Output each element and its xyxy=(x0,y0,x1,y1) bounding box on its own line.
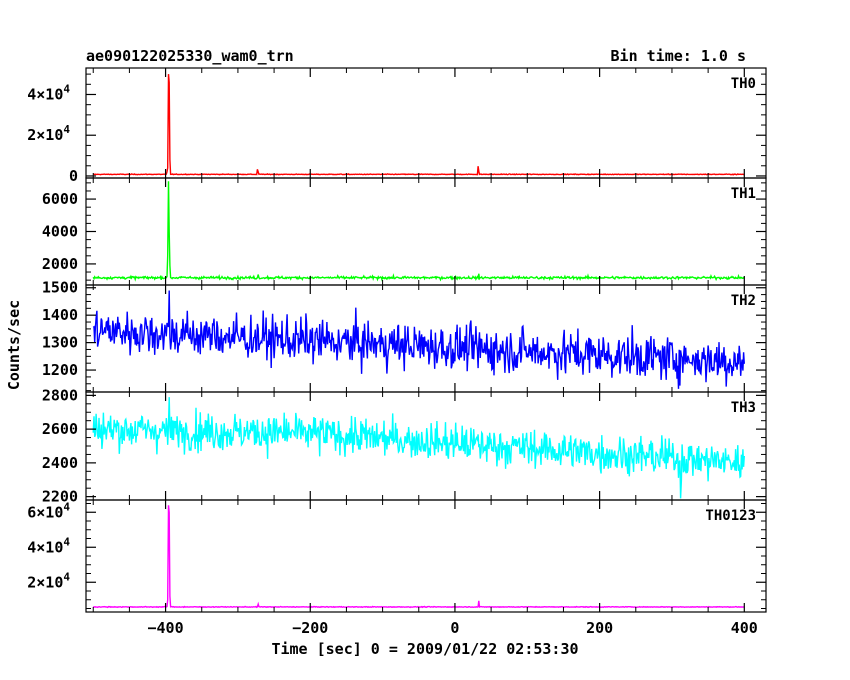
panel-label-th0123: TH0123 xyxy=(705,508,756,524)
y-tick-label: 4×104 xyxy=(27,535,70,556)
x-tick-label: 0 xyxy=(450,619,459,637)
y-tick-label: 4×104 xyxy=(27,82,70,103)
y-tick-label: 1500 xyxy=(42,279,78,297)
x-tick-label: 400 xyxy=(731,619,758,637)
plot-title: ae090122025330_wam0_trn xyxy=(86,47,294,65)
y-tick-label: 2×104 xyxy=(27,570,70,591)
lightcurve-th1 xyxy=(92,181,745,282)
y-tick-label: 2600 xyxy=(42,420,78,438)
y-tick-label: 6×104 xyxy=(27,500,70,521)
panel-frame-th2 xyxy=(85,284,767,393)
y-axis-title: Counts/sec xyxy=(5,300,23,390)
y-tick-label: 2400 xyxy=(42,454,78,472)
y-tick-label: 2200 xyxy=(42,488,78,506)
y-tick-label: 2000 xyxy=(42,255,78,273)
x-axis-title: Time [sec] 0 = 2009/01/22 02:53:30 xyxy=(271,640,578,658)
panel-label-th3: TH3 xyxy=(731,400,756,416)
panel-frame-th1 xyxy=(85,177,767,286)
y-tick-label: 2800 xyxy=(42,386,78,404)
lightcurve-th2 xyxy=(92,290,745,389)
y-tick-label: 2×104 xyxy=(27,123,70,144)
panel-label-th0: TH0 xyxy=(731,76,756,92)
lightcurve-th0123 xyxy=(92,505,745,609)
x-tick-label: 200 xyxy=(586,619,613,637)
y-tick-label: 1300 xyxy=(42,334,78,352)
panel-frame-th0123 xyxy=(85,499,767,613)
panels-group: TH002×1044×104TH1200040006000TH212001300… xyxy=(27,67,767,637)
panel-label-th2: TH2 xyxy=(731,293,756,309)
panel-label-th1: TH1 xyxy=(731,186,756,202)
y-tick-label: 4000 xyxy=(42,223,78,241)
panel-frame-th0 xyxy=(85,67,767,179)
x-tick-label: −200 xyxy=(292,619,328,637)
y-tick-label: 6000 xyxy=(42,190,78,208)
y-tick-label: 1200 xyxy=(42,361,78,379)
lightcurve-th0 xyxy=(93,74,745,176)
y-tick-label: 0 xyxy=(69,167,78,185)
x-tick-label: −400 xyxy=(148,619,184,637)
lightcurve-th3 xyxy=(92,397,745,499)
y-tick-label: 1400 xyxy=(42,306,78,324)
bin-time-label: Bin time: 1.0 s xyxy=(611,47,746,65)
